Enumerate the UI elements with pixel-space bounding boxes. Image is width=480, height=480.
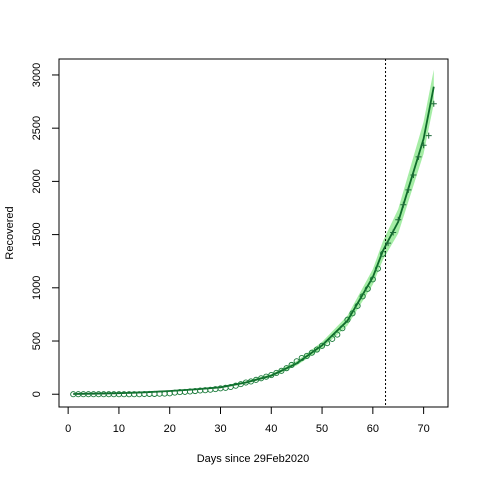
forecast-point	[420, 142, 427, 149]
observed-point	[364, 285, 371, 292]
x-tick-label: 60	[367, 423, 379, 435]
forecast-point	[430, 100, 437, 107]
observed-point	[379, 250, 387, 257]
observed-point	[324, 340, 331, 347]
y-tick-label: 500	[31, 332, 43, 350]
x-axis: 0 10 20 30 40 50 60 70	[65, 406, 430, 435]
observed-point	[349, 310, 356, 317]
x-tick-label: 50	[316, 423, 328, 435]
observed-point	[319, 342, 326, 349]
x-tick-label: 70	[417, 423, 429, 435]
observed-point	[369, 276, 376, 283]
y-tick-label: 1500	[31, 222, 43, 246]
y-axis-title: Recovered	[4, 206, 16, 259]
observed-point	[334, 331, 341, 338]
observed-point	[359, 293, 366, 300]
y-tick-label: 0	[31, 391, 43, 397]
x-tick-label: 40	[265, 423, 277, 435]
forecast-point	[395, 216, 402, 223]
x-tick-label: 10	[113, 423, 125, 435]
x-axis-title: Days since 29Feb2020	[197, 453, 310, 465]
observed-point	[293, 358, 300, 365]
y-tick-label: 2000	[31, 169, 43, 193]
observed-point	[313, 346, 321, 353]
observed-point	[303, 352, 310, 359]
forecast-point	[385, 240, 392, 247]
observed-points	[70, 250, 387, 398]
observed-point	[374, 265, 381, 272]
forecast-point	[390, 229, 397, 236]
x-tick-label: 0	[65, 423, 71, 435]
forecast-point	[415, 153, 422, 160]
observed-point	[283, 365, 290, 372]
observed-point	[298, 354, 305, 362]
observed-point	[268, 372, 275, 379]
y-tick-label: 1000	[31, 276, 43, 300]
forecast-point	[400, 201, 407, 208]
observed-point	[288, 361, 295, 369]
observed-point	[344, 316, 351, 323]
observed-point	[354, 302, 361, 309]
forecast-point	[425, 132, 432, 139]
y-tick-label: 3000	[31, 63, 43, 87]
forecast-point	[405, 186, 412, 193]
y-axis: 0 500 1000 1500 2000 2500 3000	[31, 63, 60, 397]
observed-point	[339, 325, 346, 332]
x-tick-label: 30	[214, 423, 226, 435]
observed-point	[329, 335, 336, 342]
observed-point	[278, 367, 285, 374]
y-tick-label: 2500	[31, 116, 43, 140]
observed-point	[273, 369, 280, 376]
forecast-points	[385, 100, 437, 247]
observed-point	[308, 349, 315, 356]
forecast-point	[410, 172, 417, 178]
x-tick-label: 20	[164, 423, 176, 435]
